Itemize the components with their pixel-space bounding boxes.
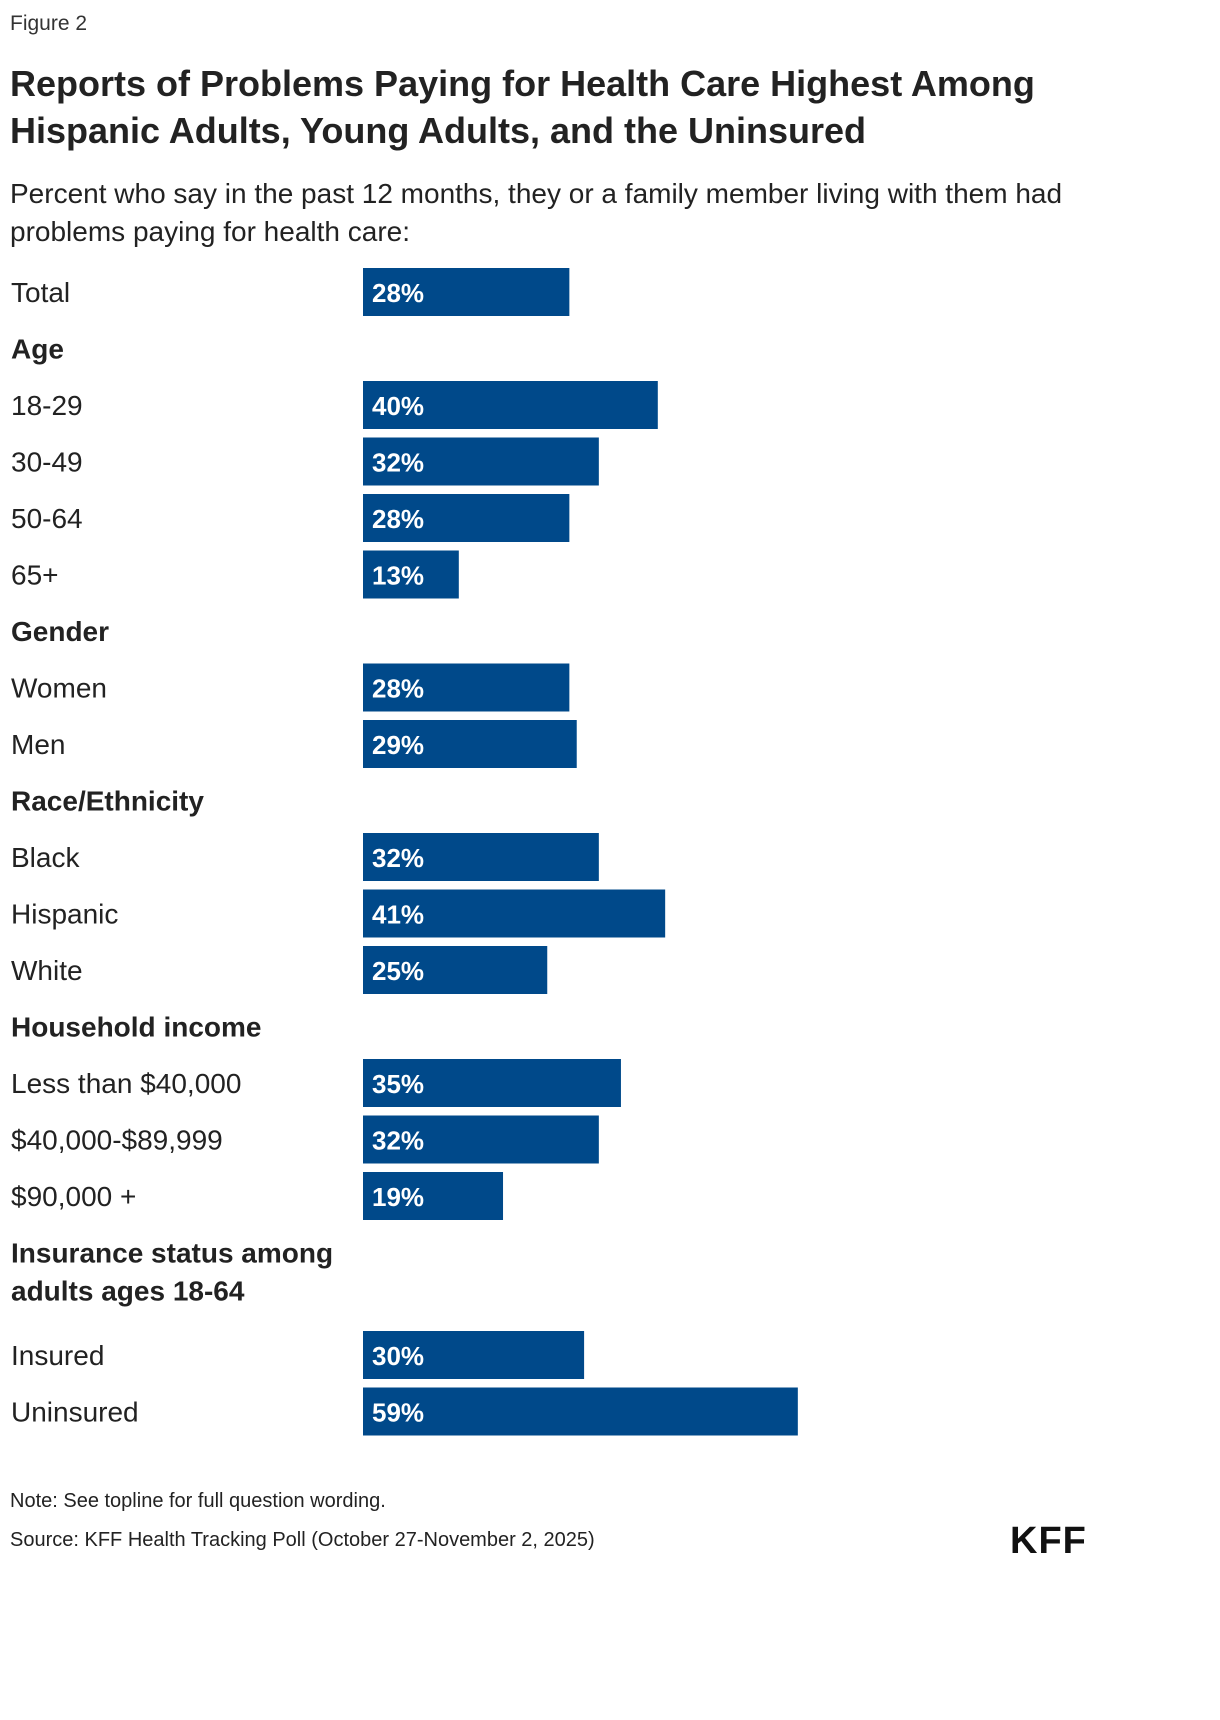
data-label-total: 28% [372,278,424,308]
bar-insured [363,1331,585,1379]
bar-hispanic [363,889,666,938]
bar-total [363,268,570,316]
category-label-uninsured: Uninsured [11,1397,139,1428]
kff-logo: KFF [1010,1520,1087,1562]
category-label-insured: Insured [11,1340,104,1371]
category-label-90-000: $90,000 + [11,1181,136,1212]
data-label-uninsured: 59% [372,1398,424,1428]
bar-white [363,946,548,994]
group-header-household-income: Household income [11,1012,261,1043]
data-label-women: 28% [372,674,424,704]
data-label-90-000: 19% [372,1182,424,1212]
bar-30-49 [363,437,599,486]
category-label-65: 65+ [11,560,59,591]
bar-less-than-40-000 [363,1059,621,1107]
group-header-age: Age [11,334,64,365]
data-label-65: 13% [372,561,424,591]
data-label-50-64: 28% [372,504,424,534]
category-label-less-than-40-000: Less than $40,000 [11,1068,241,1099]
bar-women [363,663,570,712]
data-label-18-29: 40% [372,391,424,421]
data-label-hispanic: 41% [372,900,424,930]
chart-title: Reports of Problems Paying for Health Ca… [10,63,1035,151]
chart-subtitle: Percent who say in the past 12 months, t… [10,178,1063,247]
bar-50-64 [363,494,570,542]
bar-18-29 [363,381,658,429]
data-label-black: 32% [372,843,424,873]
bar-90-000 [363,1172,504,1220]
category-label-18-29: 18-29 [11,390,83,421]
data-label-30-49: 32% [372,448,424,478]
bar-men [363,720,577,768]
bar-uninsured [363,1387,798,1436]
figure-label: Figure 2 [10,12,88,35]
data-label-40-000-89-999: 32% [372,1126,424,1156]
group-header-insurance-status-among-adults-ages-18-64: Insurance status among adults ages 18-64 [11,1238,333,1307]
bar-chart: Total 28% Age 18-29 40% 30-49 32% 50-64 28% 65+ 13… [11,268,798,1436]
group-header-gender: Gender [11,616,109,647]
category-label-white: White [11,955,83,986]
bar-black [363,833,599,881]
category-label-30-49: 30-49 [11,447,83,478]
category-label-40-000-89-999: $40,000-$89,999 [11,1125,223,1156]
category-label-men: Men [11,729,65,760]
data-label-less-than-40-000: 35% [372,1069,424,1099]
bar-65 [363,550,459,599]
data-label-men: 29% [372,730,424,760]
chart-note: Note: See topline for full question word… [10,1490,386,1512]
bar-40-000-89-999 [363,1115,599,1164]
group-header-race-ethnicity: Race/Ethnicity [11,786,204,817]
category-label-50-64: 50-64 [11,503,83,534]
category-label-total: Total [11,277,70,308]
data-label-white: 25% [372,956,424,986]
data-label-insured: 30% [372,1341,424,1371]
category-label-hispanic: Hispanic [11,899,118,930]
category-label-black: Black [11,842,80,873]
chart-source: Source: KFF Health Tracking Poll (Octobe… [10,1529,595,1551]
category-label-women: Women [11,673,107,704]
